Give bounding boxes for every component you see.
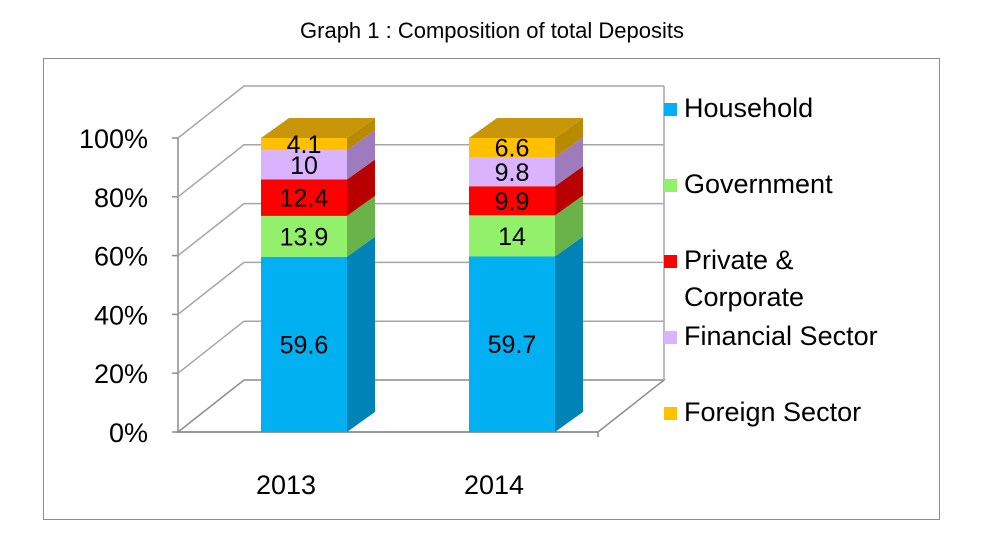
legend-label: Household xyxy=(684,93,813,123)
bar-segment xyxy=(469,118,583,158)
data-label: 13.9 xyxy=(280,223,329,251)
bar-segment xyxy=(469,137,583,187)
data-label: 12.4 xyxy=(280,185,329,213)
legend-swatch xyxy=(664,103,677,116)
bar-segment xyxy=(469,195,583,257)
chart-title: Graph 1 : Composition of total Deposits xyxy=(300,18,684,43)
bar-segment xyxy=(261,159,375,216)
data-label: 10 xyxy=(290,152,318,180)
data-label: 9.8 xyxy=(495,159,530,187)
bar-segment xyxy=(469,166,583,216)
y-tick-label: 100% xyxy=(79,124,148,154)
y-tick-label: 80% xyxy=(94,183,148,213)
data-label: 14 xyxy=(498,223,526,251)
legend-label: Foreign Sector xyxy=(684,397,861,427)
bar-segment xyxy=(261,130,375,180)
legend-label: Financial Sector xyxy=(684,321,878,351)
legend-label: Private & Corporate xyxy=(684,245,804,312)
bar-segment xyxy=(469,236,583,432)
gridline xyxy=(177,320,664,374)
data-label: 59.7 xyxy=(488,331,537,359)
bar-segment xyxy=(261,118,375,151)
y-tick-label: 20% xyxy=(94,359,148,389)
legend-label: Government xyxy=(684,169,833,199)
legend-swatch xyxy=(664,255,677,268)
data-label: 59.6 xyxy=(280,331,329,359)
plot-floor xyxy=(175,379,667,433)
gridline xyxy=(177,85,664,139)
gridline xyxy=(177,202,664,257)
legend-swatch xyxy=(664,179,677,192)
legend-swatch xyxy=(664,407,677,420)
data-label: 6.6 xyxy=(495,135,530,163)
gridline xyxy=(177,261,664,315)
x-tick-label: 2013 xyxy=(256,470,316,500)
bar-segment xyxy=(261,236,375,432)
data-label: 9.9 xyxy=(495,188,530,216)
legend-swatch xyxy=(664,331,677,344)
gridline xyxy=(177,144,664,198)
x-tick-label: 2014 xyxy=(464,470,524,500)
bar-segment xyxy=(261,195,375,257)
y-tick-label: 40% xyxy=(94,300,148,330)
data-label: 4.1 xyxy=(287,131,322,159)
y-tick-label: 60% xyxy=(94,242,148,272)
y-tick-label: 0% xyxy=(109,418,148,448)
